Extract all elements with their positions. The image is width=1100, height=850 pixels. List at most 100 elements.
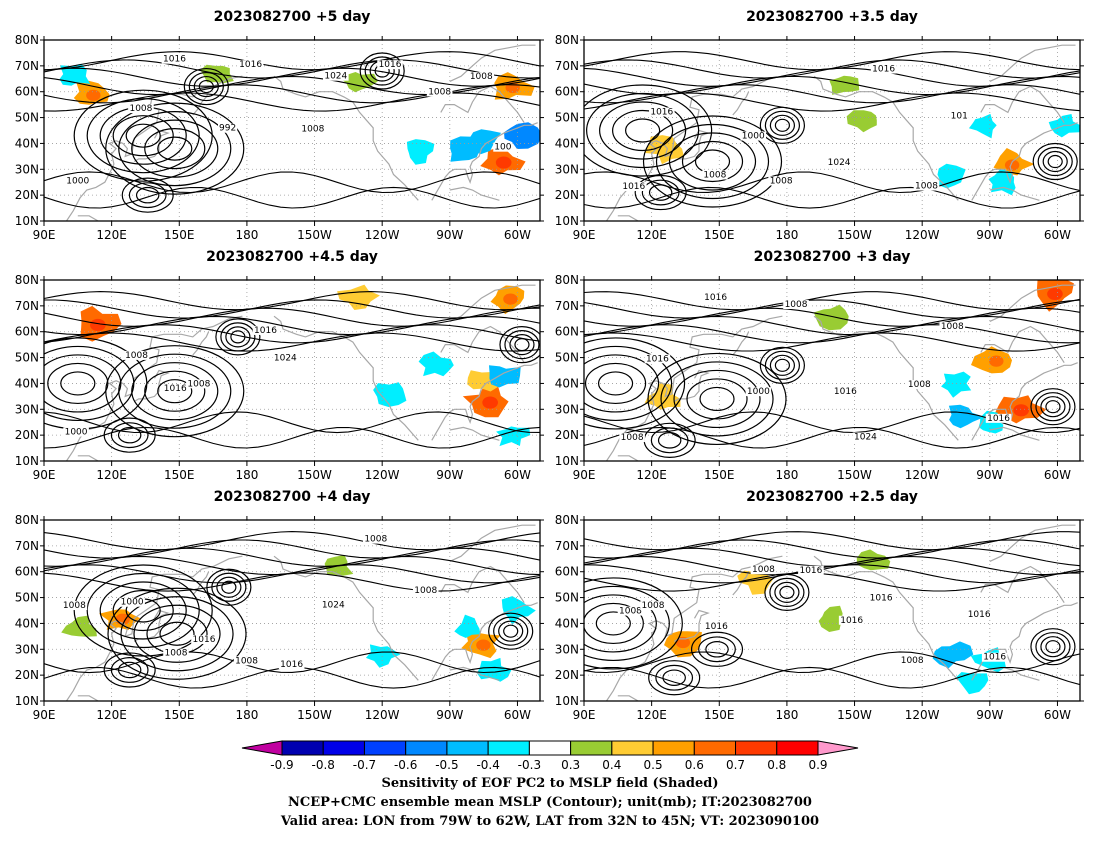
- coastline: [440, 325, 525, 364]
- lat-tick-label: 40N: [555, 616, 579, 630]
- colorbar-box: [322, 740, 365, 756]
- isobar-high: [47, 362, 109, 405]
- map-frame: [583, 279, 1081, 462]
- contour-label-bg: [161, 54, 188, 64]
- isobar-low: [504, 330, 540, 360]
- positive-sensitivity-area: [337, 284, 380, 310]
- lat-tick-label: 50N: [15, 591, 39, 605]
- lon-tick-label: 150W: [837, 228, 872, 242]
- contour-label-bg: [61, 601, 88, 611]
- isobar-high: [584, 602, 644, 645]
- lon-tick-label: 90E: [33, 468, 56, 482]
- lat-tick-label: 30N: [15, 402, 39, 416]
- coastline: [431, 122, 538, 201]
- contour-label-bg: [899, 656, 925, 666]
- coastline: [989, 186, 1040, 201]
- contour-label: 1008: [129, 104, 152, 114]
- isobar-zonal: [44, 307, 540, 327]
- isobar-zonal: [44, 315, 540, 336]
- lat-tick-label: 20N: [555, 668, 579, 682]
- coastline: [673, 129, 710, 163]
- contour-label: 1016: [987, 414, 1010, 424]
- isobar-zonal: [584, 564, 1080, 584]
- isobar-zonal: [44, 539, 540, 559]
- lat-tick-label: 60N: [15, 325, 39, 339]
- colorbar-min-arrow: [241, 740, 283, 756]
- coastline: [273, 315, 419, 441]
- isobar-low: [764, 350, 801, 380]
- sensitivity-core: [476, 639, 491, 651]
- lon-tick-label: 120W: [365, 228, 400, 242]
- contour-label-bg: [981, 652, 1008, 662]
- isobar-high: [128, 182, 167, 209]
- contour-label: 1016: [840, 616, 863, 626]
- lon-tick-label: 60W: [504, 468, 531, 482]
- colorbar-box: [446, 740, 489, 756]
- isobar-high: [144, 370, 206, 412]
- contour-label-bg: [949, 111, 969, 121]
- coastline: [273, 555, 419, 681]
- isobar-high: [86, 98, 200, 174]
- map-frame: [583, 519, 1081, 702]
- isobar-zonal: [584, 332, 1080, 352]
- contour-label: 1016: [379, 60, 402, 70]
- lon-tick-label: 120E: [96, 468, 127, 482]
- isobar-zonal: [44, 531, 540, 551]
- isobar-zonal: [584, 186, 1080, 209]
- negative-sensitivity-area: [501, 596, 536, 625]
- lat-tick-label: 60N: [15, 85, 39, 99]
- isobar-zonal: [584, 426, 1080, 449]
- coastline: [449, 524, 536, 562]
- lat-tick-label: 10N: [15, 454, 39, 468]
- isobar-low: [1040, 636, 1066, 658]
- isobar-zonal: [44, 75, 540, 96]
- isobar-high: [584, 362, 647, 405]
- lat-tick-label: 70N: [15, 59, 39, 73]
- map-panel-4: 2023082700 +3 day 1008 1016 1016 1000 1008 101…: [555, 249, 1084, 482]
- contour-label: 1008: [619, 607, 642, 617]
- panel-title: 2023082700 +3 day: [754, 249, 911, 265]
- coastline: [989, 426, 1040, 441]
- coastline: [980, 325, 1065, 364]
- coastline: [449, 44, 536, 82]
- coastline: [813, 75, 959, 201]
- colorbar-tick-label: -0.5: [435, 758, 458, 772]
- lon-tick-label: 150W: [297, 228, 332, 242]
- coastline: [605, 315, 783, 461]
- contour-label: 1008: [125, 351, 148, 361]
- negative-sensitivity-area: [418, 351, 454, 377]
- contour-label-bg: [128, 104, 154, 114]
- contour-label: 1000: [65, 428, 88, 438]
- lat-tick-label: 60N: [555, 565, 579, 579]
- coastline: [77, 215, 99, 221]
- contour-label-bg: [852, 432, 879, 442]
- contour-label: 1008: [915, 182, 938, 192]
- negative-sensitivity-area: [937, 163, 966, 189]
- isobar-high: [648, 660, 701, 696]
- positive-sensitivity-area: [813, 304, 849, 331]
- coastline: [431, 362, 538, 441]
- contour-label: 1016: [704, 293, 727, 303]
- contour-label-bg: [252, 325, 279, 335]
- colorbar-box: [528, 740, 572, 756]
- panel-title: 2023082700 +3.5 day: [746, 9, 918, 25]
- colorbar-tick-label: 0.3: [561, 758, 580, 772]
- isobar-zonal: [584, 666, 1080, 689]
- colorbar-max-arrow: [817, 740, 859, 756]
- isobar-zonal: [44, 332, 540, 352]
- contour-label-bg: [272, 353, 299, 363]
- isobar-high: [159, 621, 195, 646]
- contour-label: 1008: [414, 586, 437, 596]
- lon-tick-label: 90E: [33, 228, 56, 242]
- isobar-low: [1030, 388, 1076, 426]
- isobar-low: [1032, 142, 1078, 181]
- colorbar-tick-label: -0.3: [518, 758, 541, 772]
- contour-label: 1016: [164, 384, 187, 394]
- isobar-high: [157, 379, 193, 404]
- lon-tick-label: 120E: [96, 708, 127, 722]
- contour-label: 1016: [872, 65, 895, 75]
- contour-label: 1016: [239, 60, 262, 70]
- isobar-high: [120, 596, 234, 672]
- lat-tick-label: 20N: [15, 188, 39, 202]
- isobar-low: [764, 110, 801, 140]
